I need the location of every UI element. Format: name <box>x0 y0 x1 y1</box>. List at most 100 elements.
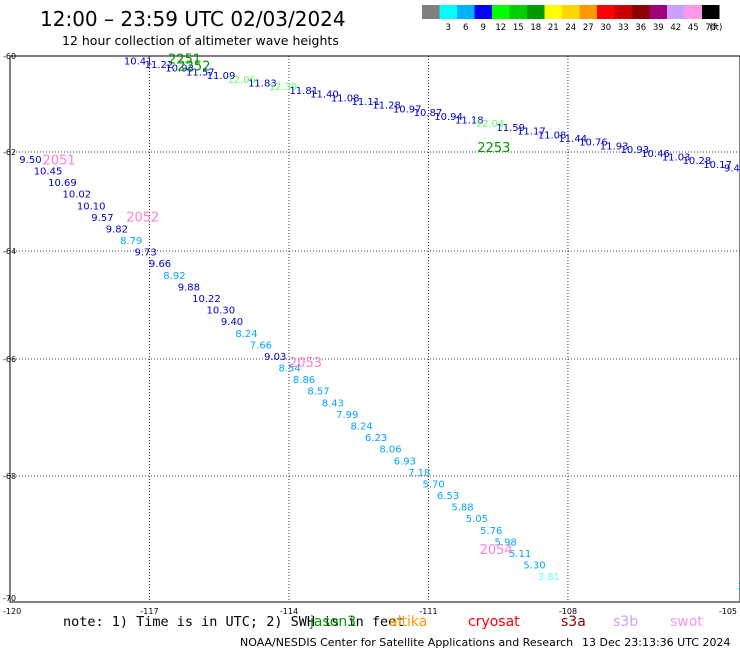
wave-height-value: 9.03 <box>264 352 286 363</box>
wave-height-value: 8.24 <box>351 421 373 432</box>
wave-height-value: 8.24 <box>235 329 257 340</box>
wave-height-value: 11.57 <box>186 67 215 78</box>
wave-height-value: 10.69 <box>48 178 77 189</box>
legend-swatch <box>439 5 457 19</box>
wave-height-value: 7.66 <box>250 340 272 351</box>
wave-height-value: 10.94 <box>434 112 463 123</box>
wave-height-value: 10.02 <box>63 190 92 201</box>
legend-swatch <box>579 5 597 19</box>
legend-tick-label: 27 <box>583 23 594 33</box>
legend-unit: (ft) <box>710 23 723 33</box>
legend-swatch <box>562 5 580 19</box>
wave-height-value: 10.17 <box>703 160 732 171</box>
wave-height-value: 9.73 <box>135 248 157 259</box>
legend-swatch <box>492 5 510 19</box>
legend-tick-label: 12 <box>495 23 506 33</box>
y-tick-label: -68 <box>3 472 16 481</box>
time-marker-label: 2252 <box>177 60 210 75</box>
wave-height-value: 5.11 <box>509 549 531 560</box>
legend-tick-label: 30 <box>600 23 611 33</box>
legend-tick-label: 39 <box>653 23 664 33</box>
satellite-legend: jason3 altika cryosat s3a s3b swot <box>309 614 703 630</box>
wave-height-value: 9.88 <box>178 282 200 293</box>
wave-height-value: 5.70 <box>423 479 445 490</box>
track-swot: 9.5010.4510.6910.0210.109.579.828.799.73… <box>19 153 560 583</box>
satellite-legend-swot: swot <box>670 614 703 630</box>
wave-height-value: 11.83 <box>248 79 277 90</box>
wave-height-value: 10.93 <box>165 64 194 75</box>
legend-tick-label: 45 <box>688 23 699 33</box>
wave-height-value: 6.23 <box>365 433 387 444</box>
wave-height-value: 10.41 <box>124 56 153 67</box>
axis-ticks: -120 -117 -114 -111 -108 -105 -60 -62 -64 -66 -68 -… <box>3 52 737 616</box>
x-tick-label: -120 <box>3 607 21 616</box>
wave-height-value: 9.66 <box>149 259 171 270</box>
wave-height-value: 9.82 <box>106 224 128 235</box>
satellite-legend-s3a: s3a <box>561 614 586 630</box>
time-marker-label: 2054 <box>480 543 513 558</box>
wave-height-value: 10.93 <box>621 145 650 156</box>
legend-swatch <box>457 5 475 19</box>
legend-tick-label: 15 <box>513 23 524 33</box>
wave-height-value: 8.43 <box>322 398 344 409</box>
legend-swatch <box>422 5 440 19</box>
time-marker-label: 2253 <box>477 141 510 156</box>
wave-height-value: 12.06 <box>227 75 256 86</box>
time-marker-label: 2052 <box>126 210 159 225</box>
x-tick-label: -108 <box>559 607 577 616</box>
wave-height-value: 2. <box>738 581 740 592</box>
wave-height-value: 10.10 <box>77 201 106 212</box>
wave-height-value: 11.09 <box>207 71 236 82</box>
legend-tick-label: 33 <box>618 23 629 33</box>
wave-height-value: 10.45 <box>34 167 63 178</box>
wave-height-value: 11.93 <box>600 141 629 152</box>
wave-height-value: 10.30 <box>207 306 236 317</box>
footer-note: note: 1) Time is in UTC; 2) SWH is in fe… <box>63 614 404 630</box>
wave-height-value: 11.40 <box>310 90 339 101</box>
wave-height-value: 11.17 <box>517 127 546 138</box>
legend-tick-label: 3 <box>446 23 451 33</box>
wave-height-value: 12.04 <box>476 119 505 130</box>
satellite-legend-cryosat: cryosat <box>468 614 520 630</box>
x-tick-label: -111 <box>419 607 437 616</box>
wave-height-value: 7.99 <box>336 410 358 421</box>
wave-height-value: 9.50 <box>19 155 41 166</box>
legend-tick-label: 24 <box>565 23 576 33</box>
page-title: 12:00 – 23:59 UTC 02/03/2024 <box>40 7 346 31</box>
wave-height-value: 9.46 <box>724 164 740 175</box>
wave-height-value: 10.87 <box>414 108 443 119</box>
legend-swatch <box>527 5 545 19</box>
wave-height-value: 7.18 <box>408 468 430 479</box>
legend-tick-label: 18 <box>530 23 541 33</box>
wave-height-value: 11.18 <box>455 116 484 127</box>
wave-height-value: 8.06 <box>379 445 401 456</box>
wave-height-value: 11.08 <box>538 130 567 141</box>
legend-swatch <box>632 5 650 19</box>
wave-height-value: 10.46 <box>641 149 670 160</box>
wave-height-value: 10.76 <box>579 138 608 149</box>
wave-height-value: 10.28 <box>683 156 712 167</box>
track-jason3: 10.4111.2210.9311.5711.0912.0611.8312.39… <box>124 52 740 175</box>
wave-height-value: 11.11 <box>352 97 381 108</box>
wave-height-value: 9.57 <box>91 213 113 224</box>
satellite-tracks: 10.4111.2210.9311.5711.0912.0611.8312.39… <box>19 52 740 592</box>
legend-swatch <box>509 5 527 19</box>
satellite-legend-s3b: s3b <box>613 614 638 630</box>
wave-height-value: 5.30 <box>523 561 545 572</box>
map-grid <box>9 55 740 603</box>
x-tick-label: -105 <box>719 607 737 616</box>
wave-height-value: 11.03 <box>662 153 691 164</box>
wave-height-value: 8.54 <box>279 364 301 375</box>
wave-height-value: 8.86 <box>293 375 315 386</box>
satellite-legend-altika: altika <box>389 614 427 630</box>
legend-tick-label: 36 <box>635 23 646 33</box>
footer: note: 1) Time is in UTC; 2) SWH is in fe… <box>63 614 730 649</box>
y-tick-label: -62 <box>3 148 16 157</box>
wave-height-value: 5.76 <box>480 526 502 537</box>
wave-height-value: 5.05 <box>466 514 488 525</box>
wave-height-value: 8.79 <box>120 236 142 247</box>
wave-height-value: 10.22 <box>192 294 221 305</box>
legend-swatch <box>649 5 667 19</box>
y-tick-label: -60 <box>3 52 16 61</box>
